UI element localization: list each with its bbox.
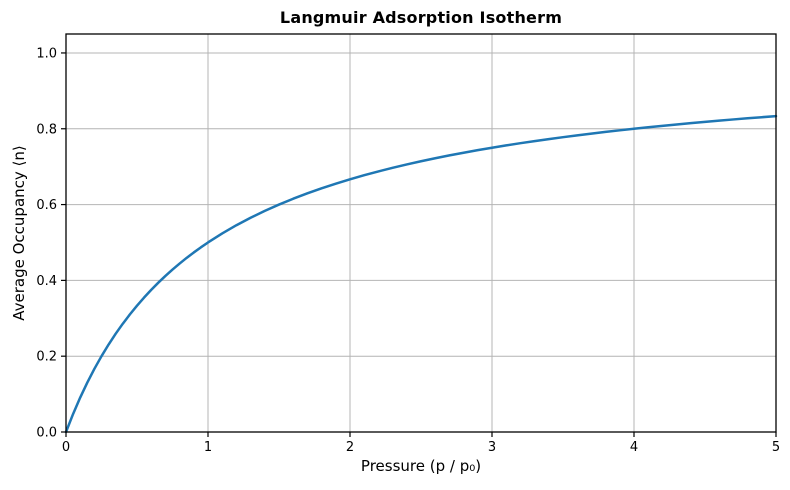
x-tick-label: 1 <box>204 440 212 455</box>
x-tick-label: 3 <box>488 440 496 455</box>
y-tick-label: 0.6 <box>36 198 57 213</box>
y-tick-label: 0.2 <box>36 350 57 365</box>
x-tick-label: 2 <box>346 440 354 455</box>
x-tick-label: 0 <box>62 440 70 455</box>
plot-border <box>65 33 777 433</box>
y-tick-label: 0.4 <box>36 274 57 289</box>
y-axis-label: Average Occupancy ⟨n⟩ <box>10 145 28 321</box>
chart-title: Langmuir Adsorption Isotherm <box>279 8 563 27</box>
isotherm-curve <box>64 114 778 434</box>
x-tick-label: 5 <box>772 440 780 455</box>
y-tick-label: 0.8 <box>36 122 57 137</box>
x-axis-label: Pressure (p / p₀) <box>360 457 482 475</box>
y-tick-label: 0.0 <box>36 426 57 441</box>
x-tick-label: 4 <box>630 440 638 455</box>
y-tick-label: 1.0 <box>36 46 57 61</box>
